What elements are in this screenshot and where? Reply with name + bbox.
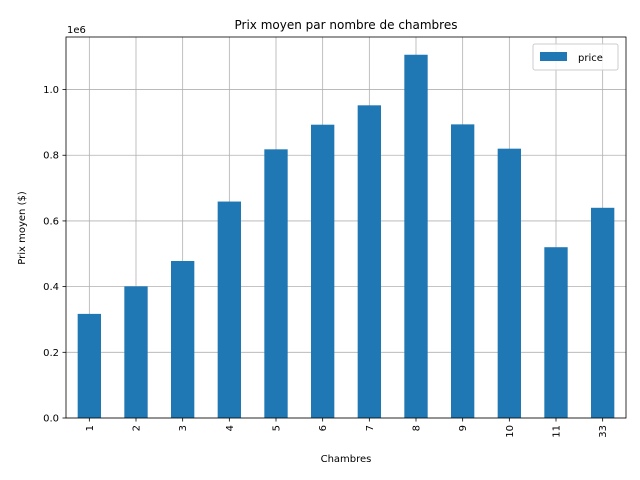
grid-lines: [66, 37, 626, 419]
chart-title: Prix moyen par nombre de chambres: [235, 18, 458, 32]
x-tick-label: 5: [272, 425, 283, 431]
bar: [357, 105, 381, 419]
x-tick-label: 33: [598, 425, 609, 438]
x-tick-label: 6: [318, 425, 329, 431]
bar: [217, 201, 241, 418]
bar: [311, 124, 335, 419]
bars: [77, 54, 615, 419]
x-tick-label: 9: [458, 425, 469, 431]
y-tick-label: 0.0: [43, 414, 59, 425]
legend-swatch-price: [540, 52, 567, 61]
x-tick-label: 11: [552, 425, 563, 438]
bar: [451, 124, 475, 418]
legend-label-price: price: [578, 53, 603, 64]
y-tick-label: 0.6: [43, 216, 59, 227]
bar: [591, 207, 615, 418]
x-tick-label: 3: [178, 425, 189, 431]
bar: [544, 247, 568, 418]
x-axis-ticks: 1 2 3 4 5 6 7 8 9 10 11 33: [85, 418, 609, 438]
x-tick-label: 10: [505, 425, 516, 438]
bar: [171, 261, 195, 418]
legend-box: [532, 43, 619, 71]
bar: [404, 54, 428, 418]
y-tick-label: 1.0: [43, 85, 59, 96]
x-tick-label: 7: [365, 425, 376, 431]
bar: [497, 148, 521, 418]
y-tick-label: 0.2: [43, 348, 59, 359]
bar: [124, 286, 148, 418]
bar: [77, 313, 101, 418]
x-tick-label: 2: [132, 425, 143, 431]
x-axis-label: Chambres: [321, 454, 372, 465]
bar: [264, 149, 288, 418]
legend: price: [532, 43, 619, 71]
plot-frame: [65, 36, 627, 419]
y-axis-label: Prix moyen ($): [17, 191, 28, 265]
x-tick-label: 1: [85, 425, 96, 431]
x-tick-label: 4: [225, 425, 236, 431]
y-axis-ticks: 0.0 0.2 0.4 0.6 0.8 1.0: [43, 85, 66, 425]
x-tick-label: 8: [412, 425, 423, 431]
y-offset-label: 1e6: [67, 25, 86, 36]
y-tick-label: 0.8: [43, 151, 59, 162]
y-tick-label: 0.4: [43, 282, 59, 293]
